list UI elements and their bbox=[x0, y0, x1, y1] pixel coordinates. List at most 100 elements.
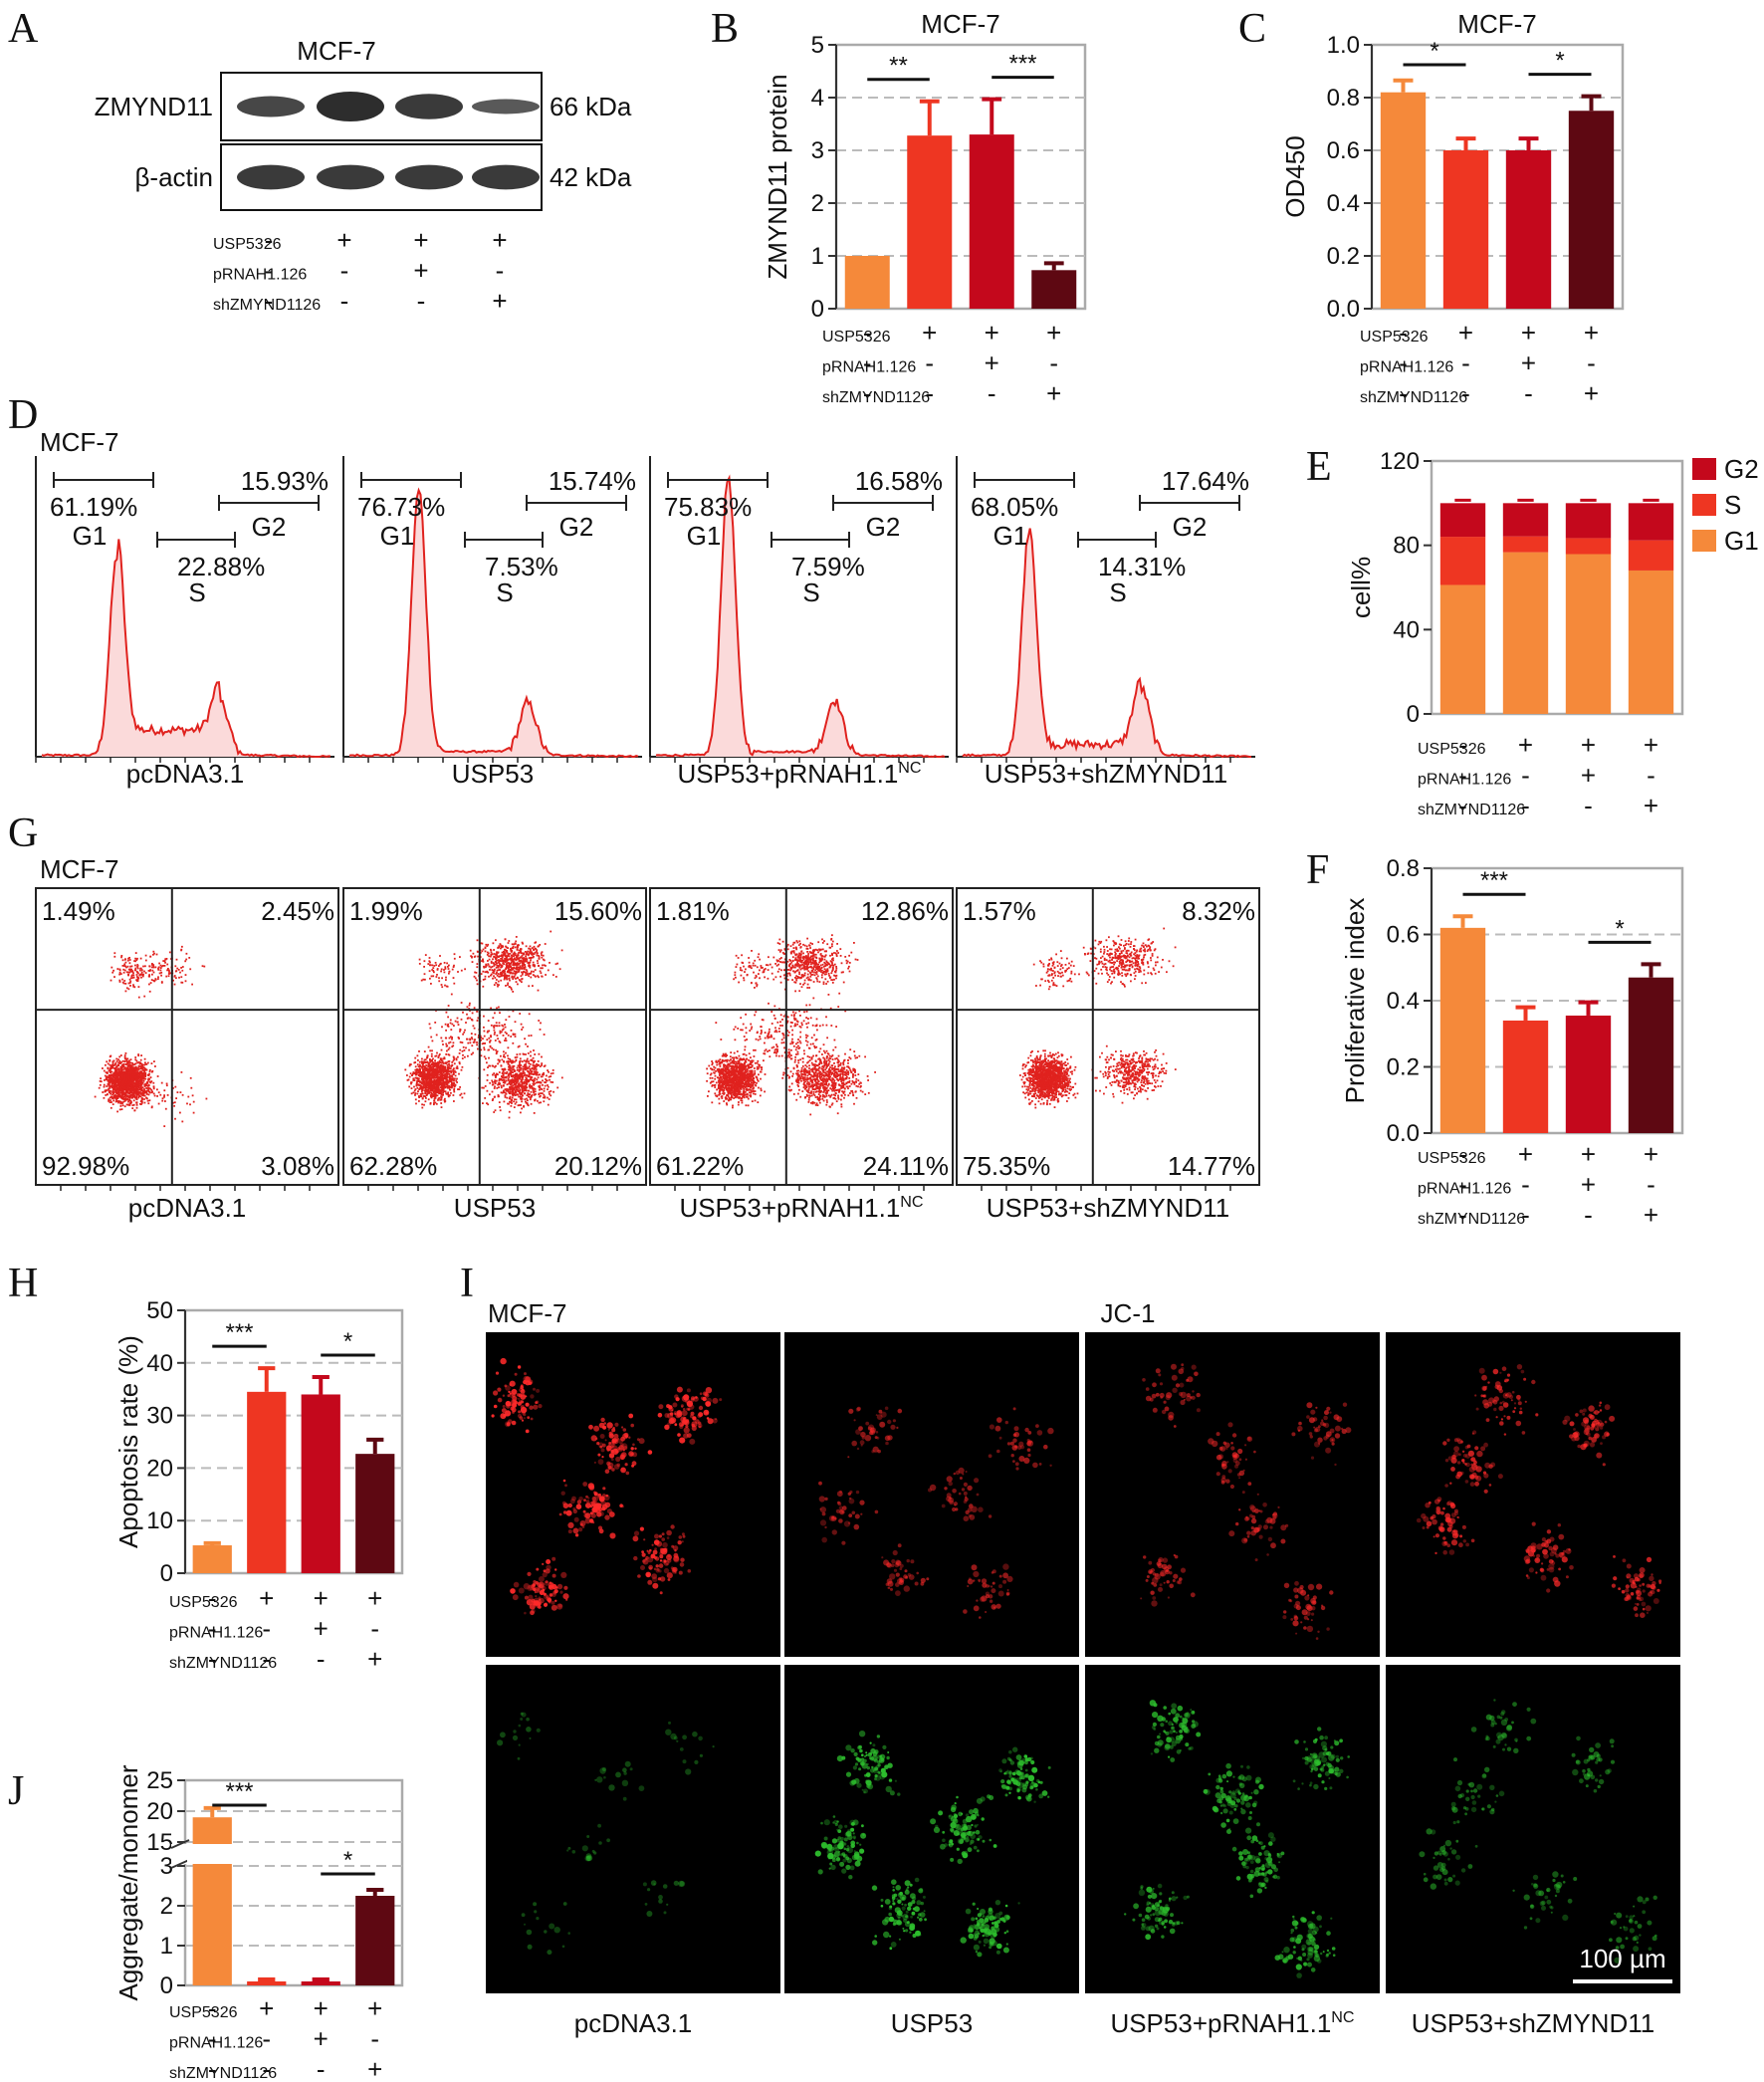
event-dot bbox=[453, 1100, 455, 1102]
event-dot bbox=[429, 1086, 431, 1089]
event-dot bbox=[494, 1082, 497, 1085]
event-dot bbox=[134, 1086, 137, 1088]
event-dot bbox=[453, 953, 456, 956]
event-dot bbox=[414, 1065, 417, 1068]
event-dot bbox=[529, 1063, 532, 1065]
text: shZMYND1126 bbox=[1360, 389, 1467, 406]
event-dot bbox=[459, 1028, 462, 1031]
event-dot bbox=[139, 1085, 142, 1088]
event-dot bbox=[143, 1101, 146, 1104]
event-dot bbox=[135, 1096, 137, 1099]
panel-label-a: A bbox=[8, 6, 39, 52]
event-dot bbox=[135, 1089, 138, 1092]
event-dot bbox=[477, 1047, 479, 1050]
event-dot bbox=[507, 1034, 510, 1037]
event-dot bbox=[464, 1055, 466, 1058]
event-dot bbox=[120, 1088, 123, 1091]
event-dot bbox=[152, 953, 154, 956]
event-dot bbox=[113, 952, 116, 955]
event-dot bbox=[503, 1091, 505, 1094]
event-dot bbox=[117, 1095, 120, 1098]
event-dot bbox=[123, 1105, 126, 1108]
event-dot bbox=[147, 1078, 149, 1081]
event-dot bbox=[538, 958, 541, 960]
event-dot bbox=[138, 1084, 141, 1087]
event-dot bbox=[132, 976, 135, 979]
event-dot bbox=[518, 1082, 521, 1085]
event-dot bbox=[446, 1072, 449, 1075]
event-dot bbox=[521, 1079, 523, 1082]
event-dot bbox=[189, 968, 192, 971]
event-dot bbox=[500, 975, 503, 978]
event-dot bbox=[121, 1085, 123, 1088]
event-dot bbox=[130, 1069, 133, 1072]
event-dot bbox=[146, 1085, 149, 1087]
event-dot bbox=[500, 973, 502, 975]
event-dot bbox=[159, 964, 162, 967]
y-tick-label: 0.4 bbox=[1327, 190, 1360, 217]
event-dot bbox=[430, 1096, 433, 1099]
event-dot bbox=[421, 1072, 423, 1075]
event-dot bbox=[109, 1063, 111, 1066]
event-dot bbox=[124, 1080, 127, 1083]
cell-line-label: MCF-7 bbox=[40, 427, 118, 457]
event-dot bbox=[529, 1098, 532, 1101]
bar bbox=[247, 1391, 287, 1573]
event-dot bbox=[123, 965, 125, 967]
event-dot bbox=[132, 1103, 135, 1106]
event-dot bbox=[505, 967, 508, 970]
event-dot bbox=[129, 1061, 132, 1064]
event-dot bbox=[413, 1089, 416, 1092]
event-dot bbox=[520, 1064, 523, 1066]
protein-band bbox=[237, 96, 305, 117]
y-tick-label: 0.2 bbox=[1387, 1054, 1420, 1081]
event-dot bbox=[528, 975, 531, 978]
treatment-sign: + bbox=[413, 255, 428, 285]
event-dot bbox=[530, 959, 532, 962]
event-dot bbox=[127, 968, 130, 971]
event-dot bbox=[419, 1068, 422, 1071]
event-dot bbox=[416, 1069, 419, 1072]
event-dot bbox=[118, 1083, 121, 1086]
event-dot bbox=[114, 1084, 117, 1087]
text: shZMYND1126 bbox=[169, 1655, 277, 1672]
event-dot bbox=[131, 1107, 134, 1109]
event-dot bbox=[118, 1089, 121, 1092]
event-dot bbox=[128, 957, 130, 959]
event-dot bbox=[491, 1046, 494, 1049]
event-dot bbox=[503, 1084, 505, 1086]
event-dot bbox=[463, 1031, 466, 1034]
event-dot bbox=[534, 1067, 536, 1070]
event-dot bbox=[496, 1050, 499, 1052]
event-dot bbox=[112, 1087, 114, 1090]
event-dot bbox=[529, 1069, 532, 1072]
event-dot bbox=[493, 953, 496, 955]
event-dot bbox=[176, 1091, 179, 1093]
event-dot bbox=[121, 1076, 124, 1079]
y-tick-label: 0.8 bbox=[1387, 855, 1420, 882]
event-dot bbox=[142, 1074, 145, 1077]
event-dot bbox=[120, 1079, 123, 1081]
event-dot bbox=[414, 1098, 417, 1101]
event-dot bbox=[412, 1071, 415, 1073]
plot-frame bbox=[342, 887, 647, 1186]
event-dot bbox=[126, 1087, 129, 1090]
event-dot bbox=[523, 1059, 526, 1062]
event-dot bbox=[165, 1084, 168, 1087]
event-dot bbox=[124, 1052, 127, 1054]
event-dot bbox=[121, 1075, 123, 1078]
event-dot bbox=[431, 1049, 433, 1052]
treatment-sign: - bbox=[863, 378, 872, 408]
event-dot bbox=[144, 1075, 146, 1077]
event-dot bbox=[518, 1070, 521, 1073]
bar bbox=[1442, 150, 1489, 309]
event-dot bbox=[491, 1099, 494, 1101]
event-dot bbox=[419, 1087, 421, 1089]
event-dot bbox=[537, 989, 540, 992]
event-dot bbox=[527, 1052, 530, 1054]
cell-line-label: MCF-7 bbox=[40, 854, 118, 884]
event-dot bbox=[133, 1076, 135, 1079]
event-dot bbox=[444, 1074, 446, 1076]
event-dot bbox=[495, 982, 498, 984]
event-dot bbox=[157, 976, 159, 979]
